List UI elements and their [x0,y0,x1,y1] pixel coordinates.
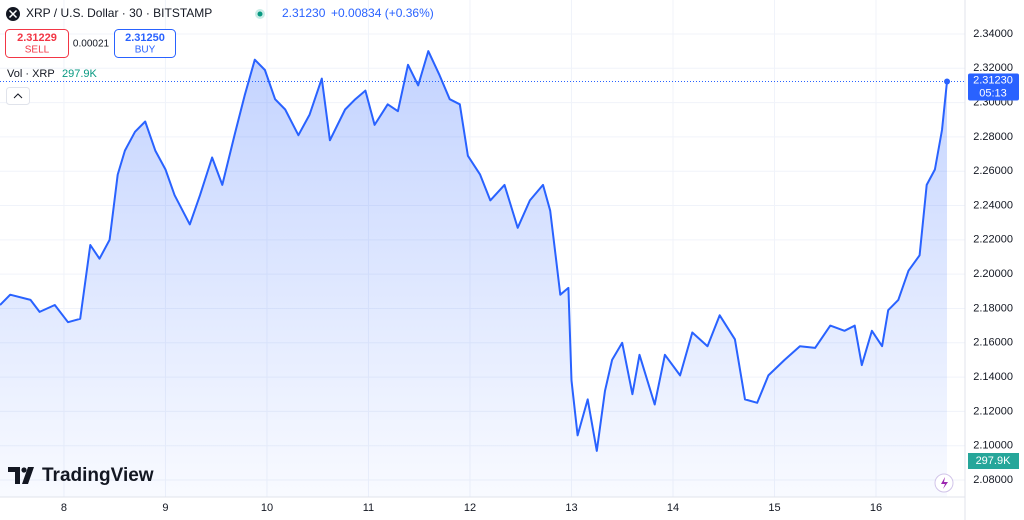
x-tick-label: 10 [261,502,273,514]
x-tick-label: 11 [363,502,374,514]
x-tick-label: 15 [768,502,780,514]
y-tick-label: 2.14000 [973,371,1013,383]
logo-mark [21,467,27,473]
x-tick-label: 16 [870,502,882,514]
collapse-icon [13,93,23,99]
y-tick-label: 2.18000 [973,302,1013,314]
y-tick-label: 2.20000 [973,268,1013,280]
sell-label: SELL [25,45,50,56]
x-tick-label: 9 [162,502,168,514]
x-tick-label: 14 [667,502,679,514]
x-tick-label: 13 [565,502,577,514]
volume-label: Vol · XRP [7,68,55,80]
sell-button[interactable] [5,29,69,58]
y-tick-label: 2.12000 [973,405,1013,417]
area-fill [0,51,947,497]
market-status [257,11,263,17]
last-point [944,78,951,85]
axes: 2.08000 2.10000 2.12000 2.14000 2.16000 2.180… [61,28,1019,514]
countdown: 05:13 [979,87,1007,99]
y-tick-label: 2.28000 [973,131,1013,143]
y-tick-label: 2.08000 [973,474,1013,486]
symbol-title: XRP / U.S. Dollar · 30 · BITSTAMP [26,6,212,20]
price-tag-text: 2.31230 [973,74,1013,86]
y-tick-label: 2.26000 [973,165,1013,177]
price-line [0,50,948,452]
last-price: 2.31230 [282,6,326,20]
collapse-button[interactable] [6,87,30,105]
y-tick-label: 2.32000 [973,62,1013,74]
assistant-icon [941,477,948,489]
y-tick-label: 2.22000 [973,234,1013,246]
x-tick-label: 12 [464,502,476,514]
volume-tag-text: 297.9K [976,455,1012,467]
volume-tag [968,453,1019,469]
spread: 0.00021 [73,39,110,50]
y-tick-label: 2.24000 [973,199,1013,211]
buy-price: 2.31250 [125,32,165,44]
logo-mark [8,467,34,484]
price-change: +0.00834 (+0.36%) [331,6,434,20]
plot [0,50,965,497]
y-tick-label: 2.16000 [973,337,1013,349]
symbol-icon-mark [8,9,18,19]
sell-price: 2.31229 [17,32,57,44]
buy-button[interactable] [114,29,176,58]
y-tick-label: 2.10000 [973,440,1013,452]
x-tick-label: 8 [61,502,67,514]
price-tag [968,73,1019,101]
y-tick-label: 2.34000 [973,28,1013,40]
buy-label: BUY [135,45,156,56]
volume-value: 297.9K [62,68,98,80]
logo-text: TradingView [42,465,154,486]
